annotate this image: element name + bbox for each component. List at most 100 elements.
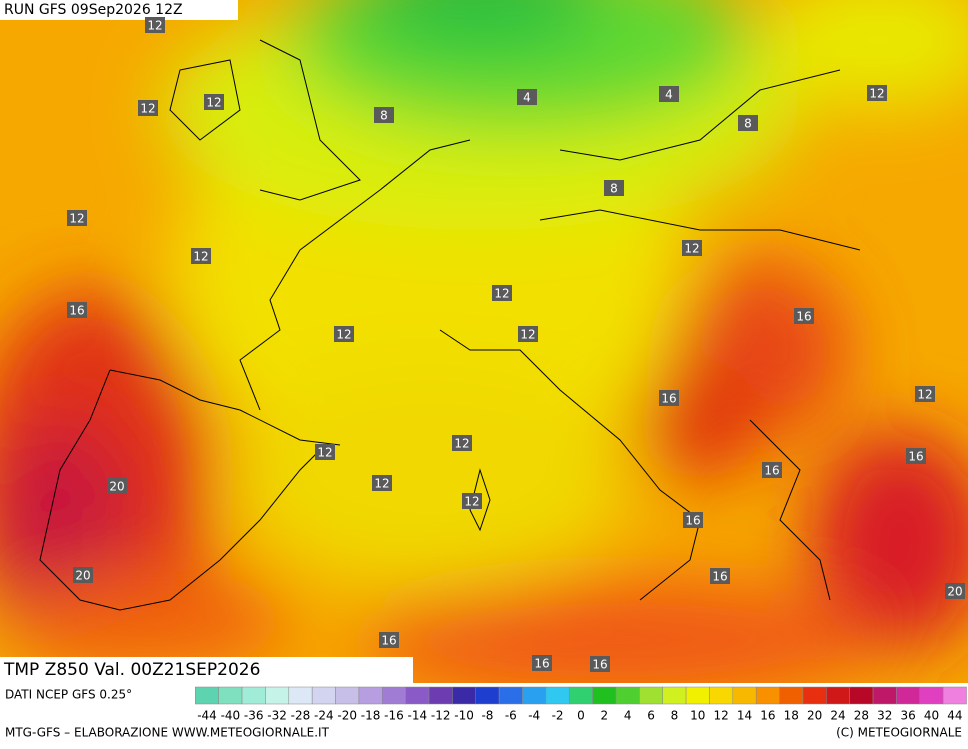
legend-source: DATI NCEP GFS 0.25° (5, 688, 132, 702)
contour-label: 12 (917, 388, 932, 402)
contour-label-box (659, 86, 679, 102)
contour-label: 16 (712, 570, 727, 584)
colorbar-label: -20 (337, 709, 357, 723)
contour-label: 12 (336, 328, 351, 342)
colorbar-label: -6 (505, 709, 517, 723)
colorbar-box (685, 686, 710, 705)
colorbar-box (872, 686, 897, 705)
contour-label: 12 (206, 96, 221, 110)
colorbar-box (475, 686, 500, 705)
contour-label-box (204, 94, 224, 110)
colorbar-box (311, 686, 336, 705)
contour-label: 20 (947, 585, 962, 599)
run-label: RUN GFS 09Sep2026 12Z (4, 2, 183, 18)
contour-label: 12 (140, 102, 155, 116)
colorbar-box (428, 686, 453, 705)
colorbar-label: 40 (924, 709, 939, 723)
contour-label: 16 (592, 658, 607, 672)
contour-label: 12 (317, 446, 332, 460)
contour-label-box (107, 478, 127, 494)
colorbar-label: -32 (267, 709, 287, 723)
contour-label-box (915, 386, 935, 402)
contour-label-box (73, 567, 93, 583)
contour-label-box (492, 285, 512, 301)
contour-label: 16 (764, 464, 779, 478)
colorbar-box (826, 686, 850, 705)
colorbar-label: 10 (690, 709, 705, 723)
colorbar-box (662, 686, 687, 705)
colorbar-label: -28 (291, 709, 311, 723)
colorbar-box (498, 686, 523, 705)
contour-label-box (374, 107, 394, 123)
colorbar-label: -14 (408, 709, 428, 723)
colorbar-box (545, 686, 570, 705)
colorbar-label: 24 (830, 709, 845, 723)
contour-label: 20 (109, 480, 124, 494)
colorbar-label: -2 (552, 709, 564, 723)
contour-label-box (334, 326, 354, 342)
colorbar-box (615, 686, 640, 705)
colorbar-label: -4 (528, 709, 540, 723)
colorbar-label: 8 (671, 709, 679, 723)
colorbar-box (405, 686, 430, 705)
colorbar-box (639, 686, 663, 705)
contour-label-box (590, 656, 610, 672)
colorbar-box (779, 686, 804, 705)
colorbar-box (942, 686, 967, 705)
contour-label: 4 (665, 88, 673, 102)
contour-label: 16 (381, 634, 396, 648)
contour-label-box (379, 632, 399, 648)
contour-label-box (683, 512, 703, 528)
colorbar-box (335, 686, 360, 705)
colorbar-box (896, 686, 921, 705)
contour-label: 12 (147, 19, 162, 33)
contour-label: 12 (69, 212, 84, 226)
coastlines (39, 39, 861, 611)
contour-label: 16 (796, 310, 811, 324)
colorbar-label: 6 (647, 709, 655, 723)
colorbar-label: 12 (713, 709, 728, 723)
footer-left: MTG-GFS – ELABORAZIONE WWW.METEOGIORNALE… (5, 726, 330, 740)
colorbar-label: -24 (314, 709, 334, 723)
contour-label: 12 (494, 287, 509, 301)
contour-label-box (906, 448, 926, 464)
contour-label: 12 (464, 495, 479, 509)
colorbar-box (592, 686, 617, 705)
contour-label: 12 (374, 477, 389, 491)
contour-label: 16 (661, 392, 676, 406)
colorbar-label: -36 (244, 709, 264, 723)
contour-label-box (945, 583, 965, 599)
contour-label: 16 (69, 304, 84, 318)
contour-label: 16 (908, 450, 923, 464)
colorbar-label: -10 (454, 709, 474, 723)
contour-label-box (738, 115, 758, 131)
temperature-field (0, 0, 968, 683)
contour-label: 8 (610, 182, 618, 196)
contour-label-box (315, 444, 335, 460)
contour-label-box (517, 89, 537, 105)
colorbar-box (755, 686, 780, 705)
colorbar-box (732, 686, 757, 705)
colorbar-box (568, 686, 593, 705)
colorbar-box (919, 686, 944, 705)
contour-label-box (372, 475, 392, 491)
colorbar-label: 44 (947, 709, 962, 723)
contour-label: 12 (869, 87, 884, 101)
contour-label-box (452, 435, 472, 451)
colorbar-box (265, 686, 290, 705)
contour-label: 8 (380, 109, 388, 123)
contour-label-box (518, 326, 538, 342)
contour-label: 16 (685, 514, 700, 528)
contour-label-box (67, 302, 87, 318)
colorbar-label: -12 (431, 709, 451, 723)
contour-label-box (191, 248, 211, 264)
colorbar-label: 18 (784, 709, 799, 723)
colorbar-box (849, 686, 874, 705)
contour-label-box (659, 390, 679, 406)
colorbar-box (802, 686, 827, 705)
colorbar-label: 0 (577, 709, 585, 723)
run-box (0, 0, 238, 20)
colorbar-label: -40 (221, 709, 241, 723)
